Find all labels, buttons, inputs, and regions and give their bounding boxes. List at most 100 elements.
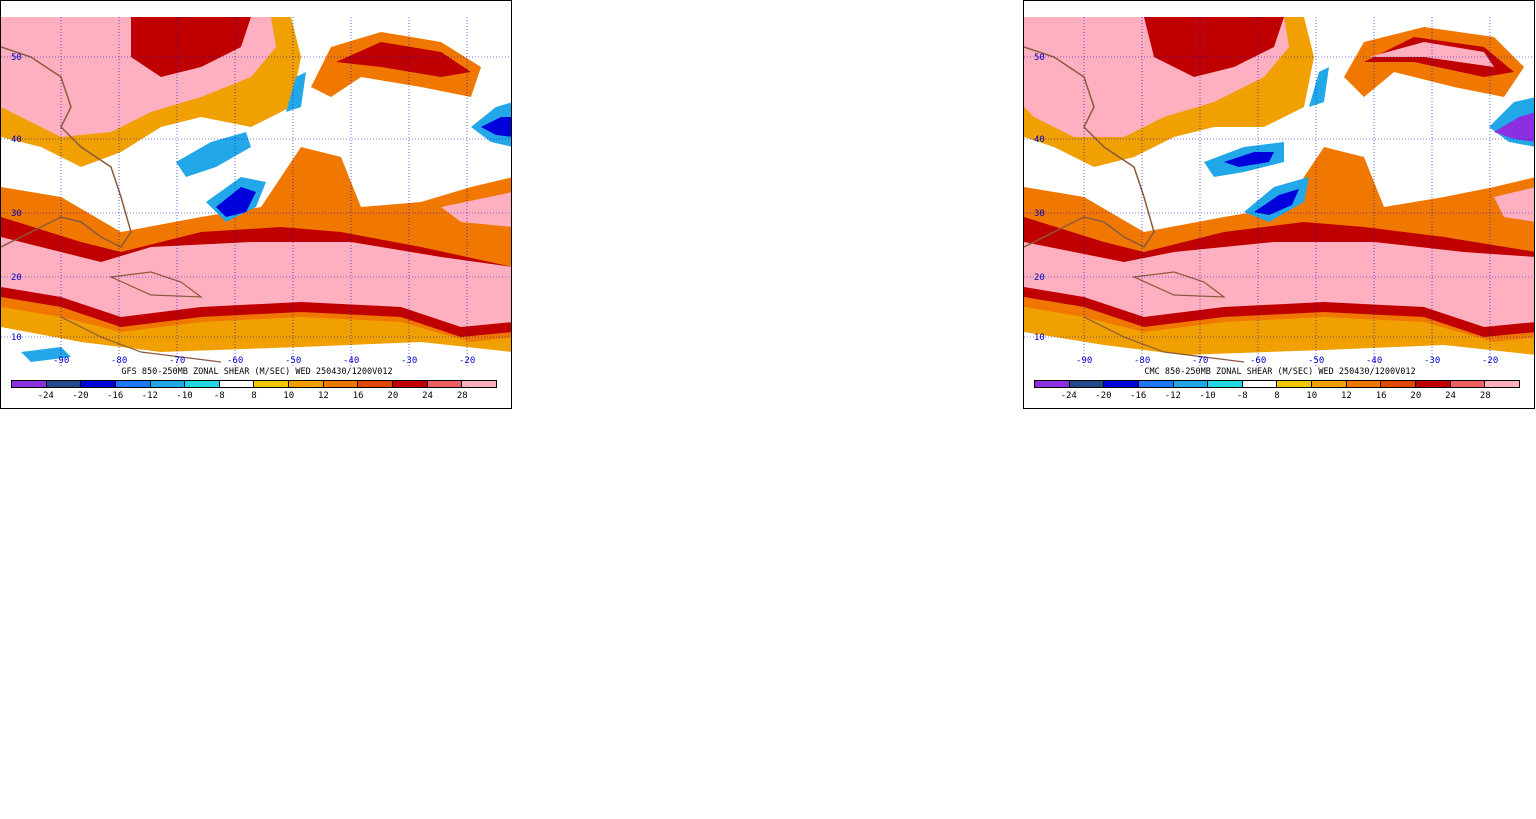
lat-label-30: 30 [1034, 209, 1045, 219]
lon-label-60: -60 [1250, 356, 1266, 366]
lon-label-70: -70 [1192, 356, 1208, 366]
lat-label-50: 50 [11, 53, 22, 63]
gfs-shear-panel: 50 40 30 20 10 -90 -80 -70 -60 -50 -40 -… [0, 0, 512, 409]
coastline-caribbean [1131, 271, 1226, 298]
color-legend-labels: -24 -20 -16 -12 -10 -8 8 10 12 16 20 24 28 [11, 391, 497, 403]
legend-swatch [1450, 381, 1486, 387]
lat-lon-grid [1, 17, 511, 367]
legend-swatch [1173, 381, 1209, 387]
legend-tick-label: 16 [1375, 391, 1387, 401]
shear-region-tropical-pink [1, 237, 511, 327]
easterly-shear-core-central [216, 187, 256, 217]
coastline-north-america [1024, 46, 1155, 248]
easterly-shear-streak [286, 72, 306, 112]
legend-swatch [393, 381, 428, 387]
shear-region-northeast-core [131, 17, 251, 77]
legend-tick-label: -24 [1060, 391, 1077, 401]
coastline-north-america [1, 46, 132, 248]
legend-tick-label: -10 [1199, 391, 1216, 401]
legend-tick-label: -20 [1095, 391, 1112, 401]
coastline-caribbean [108, 271, 203, 298]
lon-label-20: -20 [459, 356, 475, 366]
legend-tick-label: 16 [352, 391, 364, 401]
legend-tick-label: -12 [1164, 391, 1181, 401]
lat-label-50: 50 [1034, 53, 1045, 63]
lat-label-30: 30 [11, 209, 22, 219]
shear-region-southern-calm [1024, 332, 1534, 367]
legend-tick-label: 20 [1410, 391, 1422, 401]
legend-tick-label: 24 [1445, 391, 1456, 401]
legend-tick-label: 8 [251, 391, 257, 401]
legend-swatch [1346, 381, 1382, 387]
lon-label-30: -30 [1424, 356, 1440, 366]
coastline-central-america [1083, 316, 1245, 363]
shear-region-northeast-core [1144, 17, 1284, 77]
lon-label-90: -90 [1076, 356, 1092, 366]
legend-tick-label: 28 [456, 391, 468, 401]
legend-swatch [12, 381, 47, 387]
lon-label-60: -60 [227, 356, 243, 366]
legend-swatch [254, 381, 290, 387]
legend-swatch [1485, 381, 1519, 387]
legend-tick-label: -10 [176, 391, 193, 401]
easterly-shear-core-north [1224, 152, 1274, 167]
lat-label-20: 20 [1034, 273, 1045, 283]
legend-tick-label: -8 [213, 391, 225, 401]
easterly-shear-blob-south [21, 347, 71, 362]
easterly-shear-core-east [1494, 112, 1534, 142]
lon-label-30: -30 [401, 356, 417, 366]
color-legend-bar [1034, 380, 1520, 388]
legend-swatch [1242, 381, 1278, 387]
legend-tick-label: 10 [283, 391, 295, 401]
coastline-central-america [60, 316, 222, 363]
legend-swatch [1138, 381, 1174, 387]
lat-label-10: 10 [1034, 333, 1045, 343]
shear-region-north-atlantic-core [336, 42, 471, 77]
legend-swatch [1104, 381, 1139, 387]
lon-label-40: -40 [343, 356, 359, 366]
legend-tick-label: -24 [37, 391, 54, 401]
easterly-shear-core-central [1254, 189, 1299, 215]
legend-swatch [1069, 381, 1105, 387]
legend-tick-label: 20 [387, 391, 399, 401]
shear-region-north-atlantic-pink [1369, 42, 1494, 67]
legend-swatch [1277, 381, 1313, 387]
easterly-shear-blob-north [176, 132, 251, 177]
legend-swatch [1035, 381, 1070, 387]
lon-label-50: -50 [1308, 356, 1324, 366]
shear-region-southern-calm [1, 327, 511, 367]
legend-tick-label: -20 [72, 391, 89, 401]
lon-label-40: -40 [1366, 356, 1382, 366]
legend-tick-label: 8 [1274, 391, 1280, 401]
legend-tick-label: -8 [1236, 391, 1248, 401]
legend-swatch [462, 381, 496, 387]
legend-swatch [219, 381, 255, 387]
easterly-shear-streak [1309, 67, 1329, 107]
legend-swatch [150, 381, 186, 387]
legend-swatch [427, 381, 463, 387]
legend-tick-label: 12 [1341, 391, 1352, 401]
lon-label-50: -50 [285, 356, 301, 366]
lon-label-90: -90 [53, 356, 69, 366]
color-legend-labels: -24 -20 -16 -12 -10 -8 8 10 12 16 20 24 28 [1034, 391, 1520, 403]
lat-lon-grid [1024, 17, 1534, 367]
easterly-shear-core-east [481, 117, 511, 137]
lat-label-40: 40 [1034, 135, 1045, 145]
shear-region-east-pink [441, 192, 511, 227]
legend-tick-label: 12 [318, 391, 329, 401]
panel-title: CMC 850-250MB ZONAL SHEAR (M/SEC) WED 25… [1144, 367, 1416, 377]
legend-tick-label: 24 [422, 391, 433, 401]
legend-swatch [81, 381, 116, 387]
color-legend-bar [11, 380, 497, 388]
lon-label-70: -70 [169, 356, 185, 366]
lon-label-80: -80 [1134, 356, 1150, 366]
legend-tick-label: 28 [1479, 391, 1491, 401]
lat-label-20: 20 [11, 273, 22, 283]
legend-swatch [358, 381, 394, 387]
legend-swatch [115, 381, 151, 387]
cmc-shear-panel: 50 40 30 20 10 -90 -80 -70 -60 -50 -40 -… [1023, 0, 1535, 409]
legend-swatch [46, 381, 82, 387]
legend-tick-label: -12 [141, 391, 158, 401]
legend-tick-label: -16 [1130, 391, 1147, 401]
lon-label-20: -20 [1482, 356, 1498, 366]
